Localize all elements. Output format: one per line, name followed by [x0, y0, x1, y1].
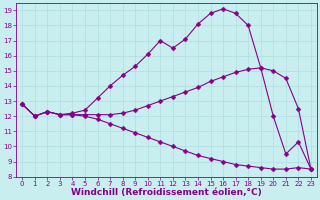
X-axis label: Windchill (Refroidissement éolien,°C): Windchill (Refroidissement éolien,°C): [71, 188, 262, 197]
